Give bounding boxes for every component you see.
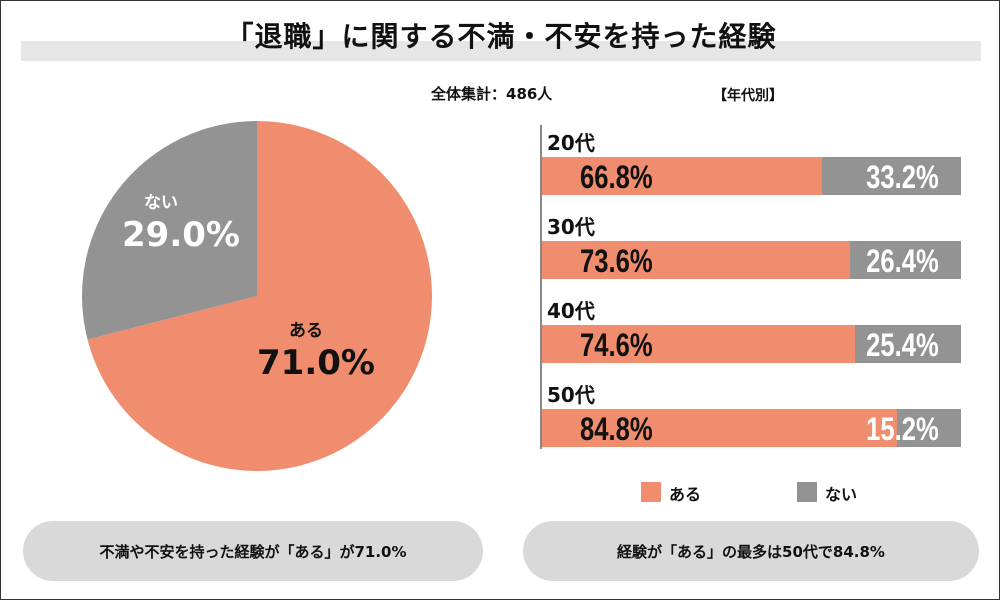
total-count-label: 全体集計：486人	[431, 85, 553, 103]
page-title: 「退職」に関する不満・不安を持った経験	[225, 20, 777, 53]
bar-segment-no	[897, 409, 961, 447]
bar-row-50代: 84.8% 15.2%	[542, 409, 961, 447]
summary-left: 不満や不安を持った経験が「ある」が71.0%	[23, 521, 483, 581]
legend-swatch-no	[797, 482, 817, 502]
bar-row-40代: 74.6% 25.4%	[542, 325, 961, 363]
legend-swatch-yes	[641, 482, 661, 502]
legend-label-yes: ある	[669, 485, 702, 504]
bar-label-yes: 74.6%	[580, 327, 653, 363]
pie-chart	[81, 121, 433, 471]
pie-label-yes: ある	[289, 321, 323, 341]
by-age-label: 【年代別】	[713, 88, 783, 104]
legend-label-no: ない	[825, 485, 858, 504]
bar-label-yes: 73.6%	[580, 243, 653, 279]
bar-label-no: 26.4%	[866, 243, 939, 279]
age-label: 20代	[547, 131, 595, 155]
bar-segment-yes	[542, 157, 822, 195]
title-band	[21, 41, 981, 61]
bar-segment-yes	[542, 241, 851, 279]
pie-slice-yes	[87, 121, 433, 471]
bar-label-no: 33.2%	[866, 159, 939, 195]
bar-row-30代: 73.6% 26.4%	[542, 241, 961, 279]
summary-right: 経験が「ある」の最多は50代で84.8%	[523, 521, 979, 581]
bar-segment-yes	[542, 325, 855, 363]
age-label: 40代	[547, 299, 595, 323]
age-label: 30代	[547, 215, 595, 239]
bar-segment-no	[854, 325, 961, 363]
bar-label-yes: 66.8%	[580, 159, 653, 195]
bar-segment-no	[821, 157, 961, 195]
bar-segment-yes	[542, 409, 898, 447]
age-label: 50代	[547, 383, 595, 407]
bar-label-no: 15.2%	[866, 411, 939, 447]
bar-segment-no	[850, 241, 961, 279]
pie-value-yes: 71.0%	[257, 343, 375, 383]
bar-label-yes: 84.8%	[580, 411, 653, 447]
bar-label-no: 25.4%	[866, 327, 939, 363]
bar-axis-line	[540, 125, 542, 449]
pie-slice-no	[81, 121, 257, 340]
pie-value-no: 29.0%	[122, 215, 240, 255]
pie-label-no: ない	[144, 193, 178, 213]
bar-row-20代: 66.8% 33.2%	[542, 157, 961, 195]
